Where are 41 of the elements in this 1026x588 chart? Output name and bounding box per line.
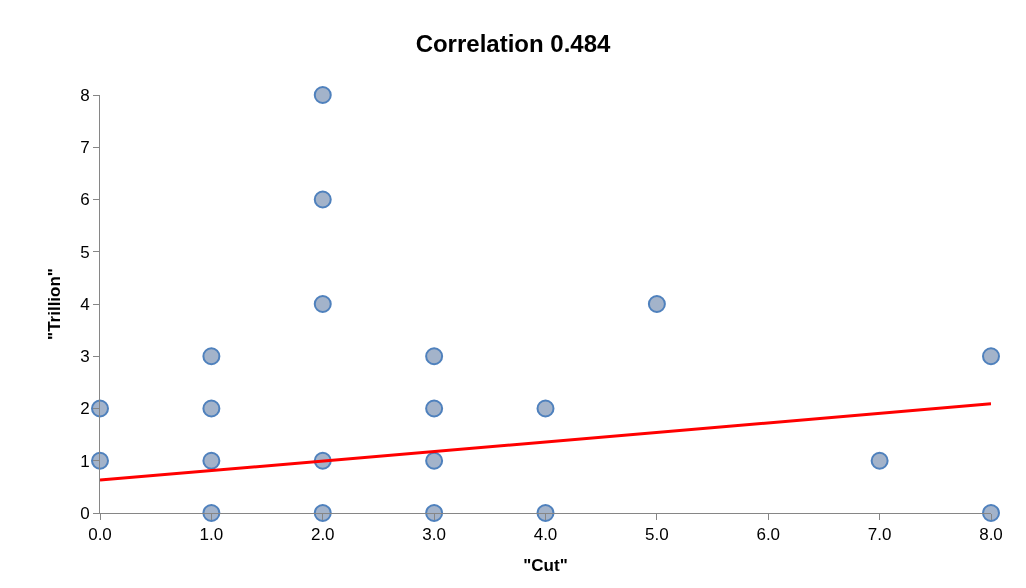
point — [313, 295, 332, 313]
point — [425, 451, 444, 470]
y-tick-label: 6 — [80, 190, 90, 210]
point — [313, 86, 332, 104]
point — [202, 347, 221, 366]
chart-title: Correlation 0.484 — [415, 30, 612, 58]
y-tick-label: 7 — [80, 138, 90, 158]
x-tick-label: 2.0 — [310, 525, 335, 545]
point — [870, 451, 889, 470]
x-tick-label: 0.0 — [88, 525, 112, 545]
y-tick-label: 0 — [80, 503, 90, 523]
point — [91, 451, 109, 470]
point — [202, 451, 221, 470]
point — [425, 399, 444, 418]
x-tick-label: 5.0 — [645, 525, 669, 545]
point — [202, 504, 221, 522]
y-tick-label: 3 — [80, 347, 90, 367]
x-tick-label: 4.0 — [533, 525, 558, 545]
y-tick-label: 1 — [80, 451, 90, 471]
y-tick-label: 4 — [80, 294, 90, 314]
point — [982, 504, 1000, 522]
point — [647, 295, 666, 313]
point — [425, 504, 444, 522]
point — [425, 347, 444, 366]
x-axis-title: "Cut" — [523, 555, 568, 575]
point — [982, 347, 1000, 366]
point — [536, 504, 555, 522]
y-axis-title: "Trillion" — [44, 268, 64, 340]
x-tick-label: 6.0 — [756, 525, 781, 545]
y-tick-label: 2 — [80, 399, 90, 419]
x-tick-label: 3.0 — [422, 525, 446, 545]
y-tick-label: 8 — [80, 85, 90, 105]
x-tick-label: 1.0 — [199, 525, 224, 545]
x-tick-label: 7.0 — [867, 525, 892, 545]
point — [313, 190, 332, 209]
y-tick-label: 5 — [80, 242, 90, 262]
point — [313, 504, 332, 522]
x-tick-label: 8.0 — [979, 525, 1003, 545]
point — [202, 399, 221, 418]
point — [536, 399, 555, 418]
point — [91, 399, 109, 418]
